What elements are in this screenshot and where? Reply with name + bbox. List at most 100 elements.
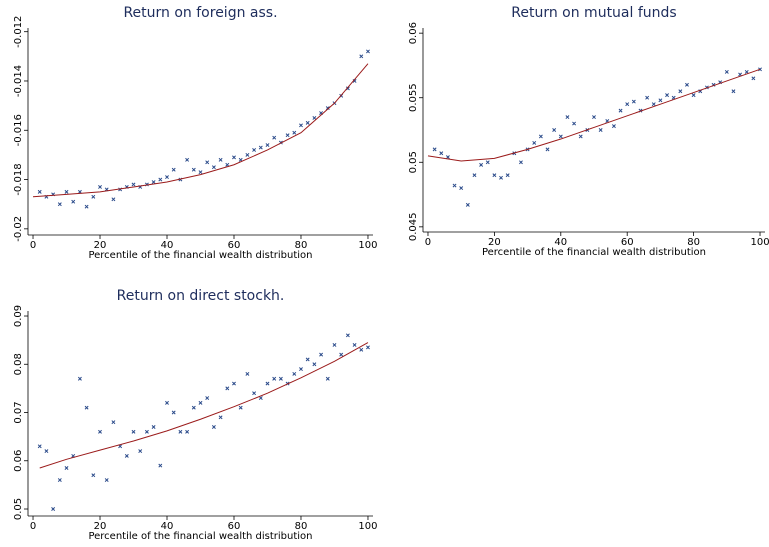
scatter-point: [198, 400, 203, 405]
scatter-point: [205, 160, 210, 165]
scatter-point: [198, 170, 203, 175]
scatter-point: [165, 175, 169, 180]
x-axis-label: Percentile of the financial wealth distr…: [482, 247, 706, 258]
x-tick-label: 60: [621, 237, 634, 248]
x-tick-label: 60: [228, 521, 241, 532]
scatter-point: [158, 177, 163, 182]
scatter-point: [225, 386, 230, 391]
scatter-point: [499, 175, 503, 180]
x-tick-label: 20: [94, 521, 107, 532]
scatter-point: [432, 147, 437, 152]
scatter-point: [724, 69, 729, 74]
scatter-point: [252, 391, 257, 396]
scatter-point: [57, 478, 62, 483]
scatter-point: [71, 199, 76, 204]
scatter-point: [131, 429, 136, 434]
scatter-point: [452, 183, 457, 188]
scatter-point: [472, 173, 477, 178]
scatter-point: [505, 173, 510, 178]
scatter-point: [558, 134, 563, 139]
x-tick-label: 100: [750, 237, 769, 248]
x-tick-label: 100: [358, 240, 377, 251]
scatter-point: [479, 162, 484, 167]
scatter-point: [272, 376, 277, 381]
scatter-point: [165, 400, 169, 405]
scatter-point: [565, 115, 570, 120]
scatter-point: [598, 128, 603, 132]
scatter-point: [285, 133, 290, 138]
y-tick-label: 0.07: [13, 401, 24, 423]
scatter-point: [84, 204, 89, 209]
scatter-point: [445, 155, 450, 160]
scatter-point: [191, 405, 196, 410]
scatter-point: [611, 124, 616, 129]
scatter-point: [359, 347, 364, 352]
scatter-point: [305, 120, 310, 125]
y-tick-label: -0.016: [13, 114, 24, 146]
scatter-point: [258, 145, 263, 150]
scatter-point: [57, 202, 62, 207]
y-tick-label: -0.018: [13, 163, 24, 195]
scatter-point: [37, 444, 42, 449]
fit-line: [427, 68, 761, 162]
scatter-point: [678, 89, 683, 94]
scatter-point: [225, 162, 230, 167]
scatter-point: [625, 102, 630, 107]
scatter-point: [138, 449, 143, 454]
y-tick-label: 0.06: [408, 22, 419, 44]
scatter-point: [545, 147, 550, 152]
scatter-point: [278, 376, 283, 381]
fit-line: [32, 63, 369, 198]
scatter-point: [538, 134, 543, 139]
chart-title: Return on direct stockh.: [117, 288, 285, 304]
scatter-point: [84, 405, 89, 410]
scatter-point: [245, 152, 250, 157]
scatter-point: [258, 396, 263, 400]
scatter-point: [312, 362, 317, 367]
scatter-point: [485, 160, 490, 165]
scatter-point: [592, 115, 596, 120]
scatter-point: [518, 160, 523, 165]
scatter-point: [178, 429, 183, 434]
scatter-point: [131, 182, 136, 187]
scatter-point: [211, 425, 216, 429]
scatter-point: [77, 376, 82, 381]
scatter-point: [171, 410, 176, 415]
x-tick-label: 20: [488, 237, 501, 248]
scatter-point: [345, 86, 350, 91]
scatter-point: [352, 79, 357, 83]
scatter-point: [305, 357, 310, 362]
scatter-point: [44, 449, 49, 454]
scatter-point: [232, 155, 236, 160]
scatter-point: [332, 343, 337, 347]
x-tick-label: 100: [358, 521, 377, 532]
x-tick-label: 40: [161, 240, 174, 251]
scatter-point: [185, 157, 190, 162]
scatter-point: [645, 95, 650, 100]
scatter-point: [64, 189, 69, 194]
scatter-point: [744, 69, 749, 74]
scatter-point: [292, 130, 297, 135]
scatter-point: [151, 180, 156, 184]
scatter-point: [532, 140, 537, 145]
scatter-point: [98, 429, 102, 434]
y-tick-label: -0.014: [13, 65, 24, 97]
x-axis-label: Percentile of the financial wealth distr…: [88, 250, 312, 261]
scatter-point: [366, 49, 370, 54]
scatter-point: [252, 148, 257, 152]
chart-title: Return on mutual funds: [511, 5, 676, 21]
scatter-point: [319, 352, 324, 357]
scatter-point: [211, 165, 216, 170]
scatter-point: [232, 381, 236, 386]
y-tick-label: 0.08: [13, 353, 24, 375]
scatter-point: [98, 184, 102, 189]
scatter-point: [151, 425, 156, 429]
x-tick-label: 0: [30, 240, 36, 251]
scatter-point: [218, 157, 223, 162]
scatter-point: [359, 54, 364, 59]
scatter-point: [238, 405, 243, 410]
scatter-point: [492, 173, 497, 178]
scatter-point: [339, 352, 344, 357]
scatter-point: [265, 143, 270, 148]
scatter-point: [292, 371, 297, 376]
